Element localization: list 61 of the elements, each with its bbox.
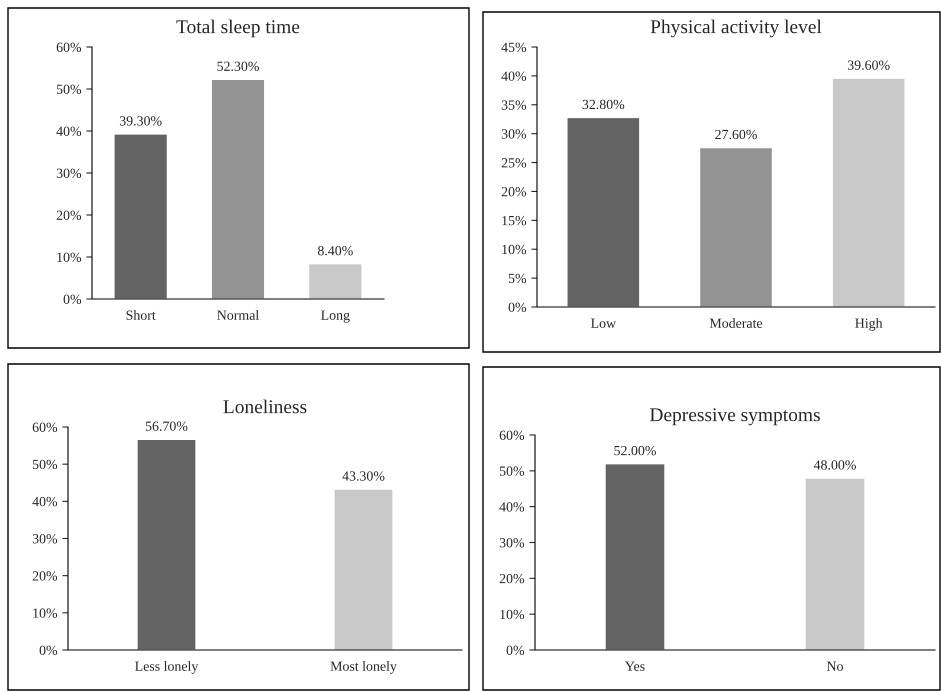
y-tick-label: 20% <box>56 210 82 220</box>
x-tick-label: No <box>826 662 843 671</box>
x-tick-label: Less lonely <box>135 661 198 674</box>
y-tick-label: 60% <box>56 42 82 52</box>
chart-title: Total sleep time <box>176 20 300 38</box>
y-tick-label: 0% <box>64 294 82 304</box>
data-label: 56.70% <box>146 422 188 431</box>
y-tick-label: 40% <box>32 496 58 506</box>
y-tick-label: 30% <box>56 168 82 178</box>
y-tick-label: 30% <box>502 129 526 139</box>
y-tick-label: 40% <box>499 502 524 512</box>
y-tick-label: 60% <box>32 422 58 432</box>
bar <box>113 133 168 299</box>
y-tick-label: 0% <box>40 646 58 655</box>
y-tick-label: 10% <box>57 252 82 262</box>
y-tick-label: 10% <box>502 244 526 254</box>
y-tick-label: 0% <box>506 646 524 655</box>
y-tick-label: 20% <box>500 574 524 584</box>
data-label: 48.00% <box>814 460 856 470</box>
chart-title: Depressive symptoms <box>650 408 820 426</box>
x-tick-label: Short <box>126 310 156 320</box>
data-label: 8.40% <box>318 246 353 256</box>
y-tick-label: 60% <box>500 430 524 440</box>
y-tick-label: 30% <box>500 538 524 548</box>
y-tick-label: 0% <box>508 302 526 312</box>
bar <box>566 116 641 307</box>
data-label: 43.30% <box>342 471 384 481</box>
bar <box>210 78 266 299</box>
y-tick-label: 25% <box>502 158 526 168</box>
data-label: 39.60% <box>848 60 890 70</box>
x-tick-label: Normal <box>217 310 259 320</box>
x-tick-label: Moderate <box>710 318 762 328</box>
chart-title: Loneliness <box>223 400 306 414</box>
bar <box>308 263 363 299</box>
data-label: 52.30% <box>217 62 259 72</box>
data-label: 27.60% <box>715 130 757 140</box>
data-label: 39.30% <box>120 116 162 126</box>
y-tick-label: 40% <box>501 71 526 81</box>
y-tick-label: 45% <box>501 42 526 52</box>
y-tick-label: 15% <box>502 216 526 226</box>
x-tick-label: Yes <box>625 662 645 671</box>
data-label: 52.00% <box>614 446 656 456</box>
y-tick-label: 10% <box>500 610 524 620</box>
y-tick-label: 50% <box>500 466 524 476</box>
x-tick-label: Long <box>321 310 350 323</box>
data-label: 32.80% <box>582 100 624 110</box>
x-tick-label: Low <box>591 318 616 328</box>
chart-title: Physical activity level <box>650 20 822 38</box>
y-tick-label: 5% <box>508 274 526 284</box>
bar <box>698 146 774 307</box>
y-tick-label: 20% <box>32 571 58 581</box>
y-tick-label: 20% <box>502 187 526 196</box>
bar <box>831 78 906 307</box>
y-tick-label: 50% <box>56 84 82 94</box>
y-tick-label: 50% <box>32 460 58 470</box>
y-tick-label: 40% <box>56 126 82 136</box>
x-tick-label: High <box>855 318 882 331</box>
y-tick-label: 35% <box>502 100 526 110</box>
y-tick-label: 30% <box>32 534 58 544</box>
y-tick-label: 10% <box>33 608 58 618</box>
x-tick-label: Most lonely <box>330 661 397 674</box>
